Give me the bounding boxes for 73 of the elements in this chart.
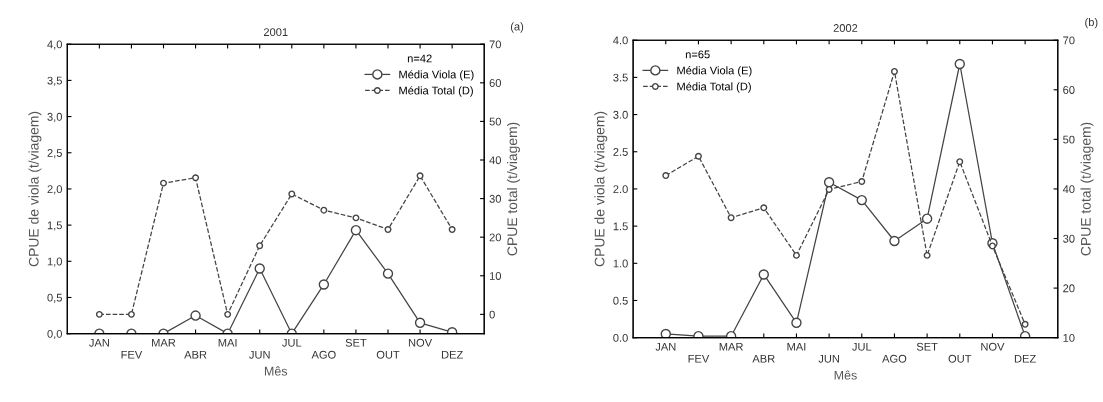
legend-label: Média Viola (E) [677,66,752,77]
y2-tick-label: 30 [489,194,501,203]
x-tick-label: NOV [408,338,433,347]
legend-title: n=65 [685,50,710,59]
legend-title: n=42 [407,54,432,63]
y-axis-title: CPUE de viola (t/viagem) [28,111,42,267]
text: (a) [510,22,524,33]
x-tick-label: JUN [249,350,270,359]
y-tick-label: 0.5 [613,296,628,305]
x-tick-label: FEV [688,354,710,363]
x-tick-label: MAR [152,338,176,347]
y-tick-label: 0.0 [613,333,628,342]
y-tick-label: 3,0 [47,112,62,123]
chart-title: 2002 [833,24,858,32]
x-tick-label: NOV [981,342,1005,351]
x-tick-label: FEV [121,350,143,359]
x-tick-label: MAI [787,342,806,351]
x-tick-label: AGO [311,350,336,359]
y2-tick-label: 20 [489,233,501,242]
x-tick-label: JUL [852,342,872,351]
x-axis-title: Mês [834,370,857,380]
y-axis-title: CPUE de viola (t/viagem) [594,111,608,267]
y-tick-label: 4.0 [613,36,628,45]
x-tick-label: MAI [218,338,237,347]
y-tick-label: 0,0 [47,329,62,340]
text: (b) [1085,17,1098,29]
x-tick-label: OUT [376,350,400,359]
x-tick-label: ABR [184,350,207,359]
y-tick-label: 1.5 [613,222,628,231]
y-tick-label: 2,0 [47,185,62,195]
x-tick-label: JAN [655,342,676,351]
y-tick-label: 2,5 [47,149,62,159]
x-tick-label: ABR [752,354,775,363]
y-tick-label: 1.0 [613,259,628,268]
x-axis-title: Mês [264,366,288,376]
y2-tick-label: 50 [1063,135,1075,144]
y2-tick-label: 70 [489,40,501,49]
y2-axis-title: CPUE total (t/viagem) [506,122,520,256]
x-tick-label: JUL [282,338,302,347]
x-tick-label: DEZ [1014,354,1036,363]
legend-label: Média Total (D) [677,82,751,93]
y-tick-label: 2.5 [613,148,628,156]
y2-axis-title: CPUE total (t/viagem) [1080,122,1094,256]
y-tick-label: 0,5 [47,293,62,303]
y2-tick-label: 10 [489,272,501,280]
y-tick-label: 1,0 [47,257,62,267]
y2-tick-label: 30 [1063,234,1075,243]
y-tick-label: 1,5 [47,221,62,231]
x-tick-label: OUT [948,354,972,363]
x-tick-label: SET [916,342,938,351]
legend-label: Média Viola (E) [399,70,474,81]
x-tick-label: MAR [719,342,743,351]
y2-tick-label: 60 [489,79,501,87]
chart-title: 2001 [263,28,288,36]
y2-tick-label: 40 [1062,185,1075,194]
x-tick-label: SET [345,338,367,347]
x-tick-label: JAN [89,338,109,347]
y-tick-label: 3,5 [47,76,62,86]
y-tick-label: 3.0 [613,110,628,119]
y2-tick-label: 0 [489,310,495,319]
y-tick-label: 4,0 [47,40,62,50]
y2-tick-label: 40 [489,156,501,165]
x-tick-label: AGO [882,354,907,363]
y2-tick-label: 10 [1063,333,1075,342]
y-tick-label: 3.5 [613,73,628,82]
y2-tick-label: 20 [1063,284,1075,293]
legend-label: Média Total (D) [399,86,473,97]
y-tick-label: 2.0 [613,185,628,194]
x-tick-label: JUN [818,354,840,363]
x-tick-label: DEZ [441,350,463,359]
y2-tick-label: 60 [1063,86,1075,94]
y2-tick-label: 50 [489,117,501,126]
y2-tick-label: 70 [1063,36,1075,45]
